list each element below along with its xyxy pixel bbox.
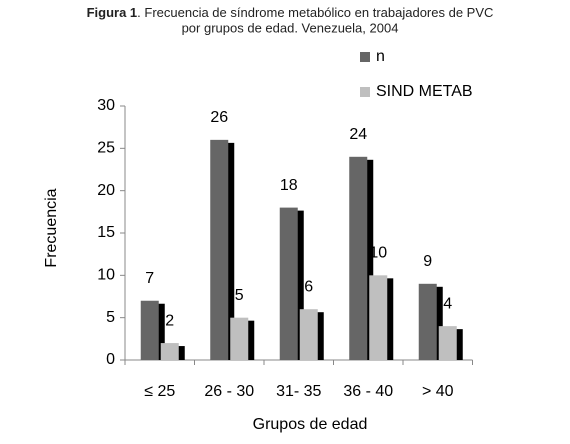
data-label: 7 xyxy=(145,270,154,287)
bar xyxy=(299,309,318,360)
y-tick-label: 30 xyxy=(97,97,115,114)
y-tick-label: 5 xyxy=(106,309,115,326)
data-label: 24 xyxy=(349,126,367,143)
x-tick-label: 36 - 40 xyxy=(343,383,393,400)
x-tick-label: ≤ 25 xyxy=(144,383,175,400)
bar xyxy=(369,275,388,360)
legend-label: SIND METAB xyxy=(376,83,473,100)
bar xyxy=(438,326,457,360)
data-label: 10 xyxy=(369,245,387,262)
bar xyxy=(210,139,229,360)
y-axis-title: Frecuencia xyxy=(43,188,60,267)
bar xyxy=(279,207,298,360)
legend-label: n xyxy=(376,48,385,65)
y-tick-label: 0 xyxy=(106,351,115,368)
data-label: 2 xyxy=(165,312,174,329)
legend-swatch xyxy=(360,52,370,62)
data-label: 4 xyxy=(443,295,452,312)
x-tick-label: > 40 xyxy=(422,383,454,400)
title-label: Figura 1 xyxy=(87,5,138,20)
bar xyxy=(140,300,159,360)
y-tick-label: 10 xyxy=(97,267,115,284)
y-tick-label: 15 xyxy=(97,224,115,241)
title-line: . Frecuencia de síndrome metabólico en t… xyxy=(137,5,493,20)
x-tick-label: 26 - 30 xyxy=(204,383,254,400)
y-tick-label: 25 xyxy=(97,140,115,157)
bar xyxy=(230,317,249,360)
bar xyxy=(418,283,437,360)
bar xyxy=(160,343,179,360)
data-label: 5 xyxy=(235,287,244,304)
data-label: 18 xyxy=(280,177,298,194)
data-label: 9 xyxy=(423,253,432,270)
chart-title: por grupos de edad. Venezuela, 2004 xyxy=(182,20,399,35)
data-label: 26 xyxy=(210,109,228,126)
legend-swatch xyxy=(360,87,370,97)
chart-title: Figura 1. Frecuencia de síndrome metaból… xyxy=(87,5,494,20)
y-tick-label: 20 xyxy=(97,182,115,199)
x-axis-title: Grupos de edad xyxy=(253,416,368,433)
data-label: 6 xyxy=(304,278,313,295)
x-tick-label: 31- 35 xyxy=(276,383,321,400)
bar xyxy=(349,156,368,360)
